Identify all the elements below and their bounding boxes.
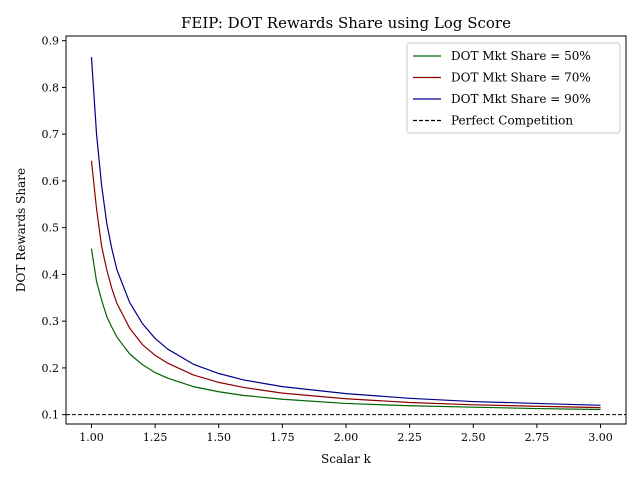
y-tick-label: 0.8 xyxy=(42,81,60,94)
series-line-dot-mkt-share-70 xyxy=(90,160,601,409)
x-tick-label: 2.75 xyxy=(525,431,550,444)
y-tick-label: 0.3 xyxy=(42,315,60,328)
y-tick-label: 0.6 xyxy=(42,175,60,188)
y-tick-label: 0.5 xyxy=(42,222,60,235)
y-tick-label: 0.2 xyxy=(42,362,60,375)
x-axis-label: Scalar k xyxy=(321,452,372,466)
y-tick-label: 0.4 xyxy=(42,268,60,281)
x-tick-label: 2.00 xyxy=(334,431,359,444)
legend-label: DOT Mkt Share = 70% xyxy=(451,71,591,85)
series-line-dot-mkt-share-50 xyxy=(90,248,601,411)
x-tick-label: 1.00 xyxy=(79,431,104,444)
legend: DOT Mkt Share = 50% DOT Mkt Share = 70% DO… xyxy=(406,42,621,134)
y-tick-label: 0.1 xyxy=(42,409,60,422)
y-axis-label: DOT Rewards Share xyxy=(14,168,28,292)
y-tick-label: 0.9 xyxy=(42,35,60,48)
x-tick-label: 1.75 xyxy=(270,431,295,444)
legend-label: DOT Mkt Share = 50% xyxy=(451,49,591,63)
series-line-dot-mkt-share-90 xyxy=(90,57,601,406)
y-tick-label: 0.7 xyxy=(42,128,60,141)
legend-box xyxy=(406,42,621,134)
plot-layer xyxy=(66,57,626,416)
x-tick-label: 1.25 xyxy=(143,431,168,444)
legend-label: Perfect Competition xyxy=(451,114,573,128)
x-tick-label: 2.25 xyxy=(397,431,422,444)
legend-label: DOT Mkt Share = 90% xyxy=(451,92,591,106)
x-tick-label: 3.00 xyxy=(588,431,613,444)
x-tick-label: 1.50 xyxy=(206,431,231,444)
ticks-layer: 1.00 1.25 1.50 1.75 2.00 2.25 2.50 2.75 3.00 0.1 0… xyxy=(42,35,613,444)
x-tick-label: 2.50 xyxy=(461,431,486,444)
chart-title: FEIP: DOT Rewards Share using Log Score xyxy=(181,14,511,32)
